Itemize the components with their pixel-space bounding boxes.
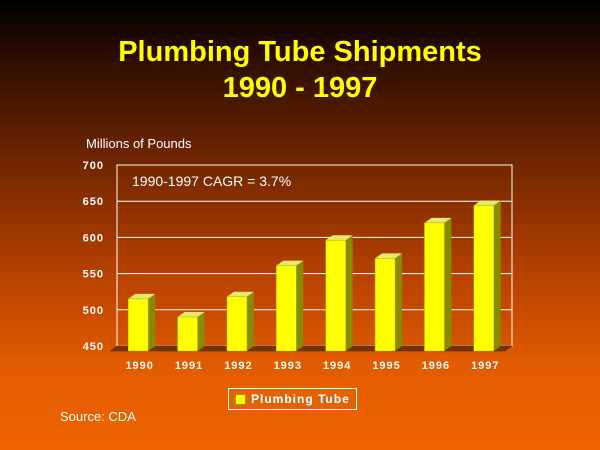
bar-side — [197, 311, 205, 351]
x-tick-label: 1991 — [175, 360, 203, 372]
bar — [374, 253, 403, 352]
bar-front — [374, 258, 396, 352]
bar-side — [444, 217, 452, 351]
grid-lines — [117, 200, 512, 311]
bar-top — [473, 200, 501, 206]
bar-side — [345, 235, 353, 351]
x-tick-label: 1990 — [125, 360, 153, 372]
bar — [424, 217, 452, 352]
chart-title-line1: Plumbing Tube Shipments — [118, 36, 482, 68]
bar — [276, 260, 304, 352]
cagr-annotation: 1990-1997 CAGR = 3.7% — [132, 173, 291, 189]
bar-top — [325, 235, 353, 241]
bar-top — [128, 293, 156, 299]
y-tick-label: 450 — [83, 341, 104, 353]
bar — [177, 311, 205, 352]
y-axis-label: Millions of Pounds — [86, 136, 192, 151]
y-tick-label: 500 — [83, 305, 104, 317]
plot-frame — [109, 164, 513, 352]
chart-title-line2: 1990 - 1997 — [222, 72, 378, 104]
bar-side — [148, 293, 156, 351]
y-tick-label: 650 — [83, 196, 104, 208]
x-tick-label: 1993 — [274, 360, 302, 372]
source-note: Source: CDA — [60, 409, 136, 424]
bar-side — [296, 260, 304, 351]
x-tick-label: 1992 — [224, 360, 252, 372]
y-tick-label: 700 — [83, 160, 104, 172]
x-tick-label: 1997 — [471, 360, 499, 372]
bar-front — [127, 298, 149, 352]
y-tick-label: 550 — [83, 269, 104, 281]
bar-front — [325, 239, 346, 352]
legend: Plumbing Tube — [228, 388, 357, 410]
bar-top — [226, 291, 254, 297]
bar-top — [276, 260, 304, 266]
bar — [473, 200, 501, 352]
y-tick-label: 600 — [83, 232, 104, 244]
plot-floor — [109, 345, 513, 352]
bar-front — [424, 222, 445, 352]
legend-label: Plumbing Tube — [251, 392, 350, 406]
bar-top — [375, 253, 403, 259]
bar-side — [493, 200, 501, 351]
bar — [325, 235, 353, 352]
x-tick-labels: 1990 1991 1992 1993 1994 1995 1996 1997 — [125, 360, 499, 372]
x-tick-label: 1994 — [323, 360, 351, 372]
x-tick-label: 1996 — [422, 360, 450, 372]
bar-front — [177, 316, 198, 352]
bar — [226, 291, 254, 352]
bars — [127, 200, 501, 352]
bar-top — [177, 311, 205, 317]
bar-front — [473, 205, 495, 352]
x-tick-label: 1995 — [372, 360, 400, 372]
legend-swatch — [235, 393, 246, 405]
y-tick-labels: 700 650 600 550 500 450 — [83, 160, 104, 353]
bar-front — [276, 265, 297, 352]
bar — [127, 293, 156, 352]
bar-side — [246, 291, 254, 351]
plot-wall — [116, 164, 513, 347]
bar-side — [395, 253, 403, 351]
bar-top — [424, 217, 452, 223]
bar-front — [226, 296, 248, 352]
